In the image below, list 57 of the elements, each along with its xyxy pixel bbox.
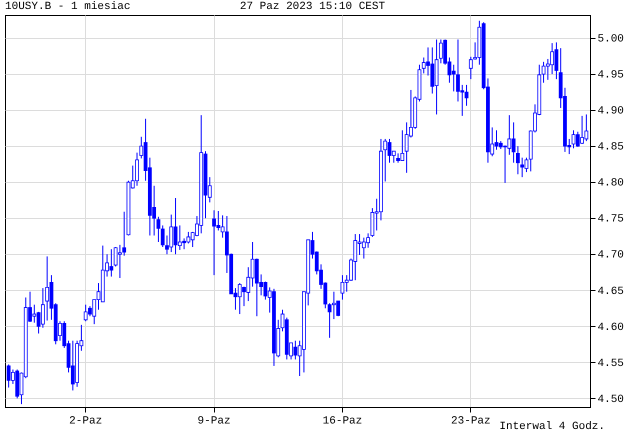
y-tick-label: 4.80	[598, 178, 624, 190]
y-tick-label: 4.75	[598, 214, 624, 226]
candlestick	[430, 46, 434, 94]
candlestick	[388, 138, 392, 164]
candlestick	[340, 274, 344, 300]
candlestick	[520, 157, 524, 178]
candlestick	[174, 198, 178, 255]
candlestick	[169, 214, 174, 253]
candlestick	[212, 210, 216, 276]
candlestick	[186, 231, 190, 244]
candlestick	[109, 248, 114, 278]
y-tick-label: 4.85	[598, 142, 624, 154]
candlestick	[45, 256, 50, 322]
candlestick	[6, 364, 11, 388]
candlestick	[524, 157, 528, 173]
candlestick	[336, 300, 340, 317]
candlestick	[400, 130, 404, 162]
candlestick	[216, 210, 220, 231]
candlestick	[542, 61, 546, 84]
candlestick	[32, 304, 36, 324]
candlestick	[507, 114, 512, 156]
candlestick	[178, 224, 182, 250]
candlestick	[516, 146, 520, 175]
x-tick-label: 9-Paz	[198, 416, 231, 428]
y-tick-label: 4.50	[598, 394, 624, 406]
y-tick-label: 4.95	[598, 70, 624, 82]
y-tick-label: 4.90	[598, 106, 624, 118]
y-tick-label: 4.60	[598, 322, 624, 334]
y-tick-label: 4.55	[598, 358, 624, 370]
chart-title: 10USY.B - 1 miesiac	[5, 1, 130, 13]
y-tick-label: 4.70	[598, 250, 624, 262]
candlestick	[254, 258, 259, 317]
candlestick	[135, 152, 139, 186]
candlestick	[122, 211, 126, 256]
candlestick	[238, 282, 242, 315]
candlestick	[494, 130, 498, 150]
chart-subtitle: 27 Paz 2023 15:10 CEST	[240, 1, 386, 13]
candlestick	[293, 340, 298, 360]
x-tick-label: 16-Paz	[322, 416, 362, 428]
candlestick	[84, 304, 88, 322]
candlestick	[362, 237, 366, 260]
y-tick-label: 5.00	[598, 34, 624, 46]
candlestick	[576, 131, 580, 148]
candlestick	[396, 152, 400, 164]
candlestick	[70, 340, 75, 391]
candlestick	[584, 114, 588, 142]
candlestick	[438, 39, 443, 64]
candlestick	[353, 234, 358, 281]
text: Interwal 4 Godz.	[499, 421, 605, 433]
candlestick	[456, 39, 460, 102]
candlestick	[404, 122, 409, 174]
x-tick-label: 23-Paz	[451, 416, 491, 428]
candlestick	[572, 130, 576, 149]
x-tick-label: 2-Paz	[69, 416, 102, 428]
y-tick-label: 4.65	[598, 286, 624, 298]
candlestick	[452, 64, 456, 92]
candlestick	[332, 291, 336, 320]
